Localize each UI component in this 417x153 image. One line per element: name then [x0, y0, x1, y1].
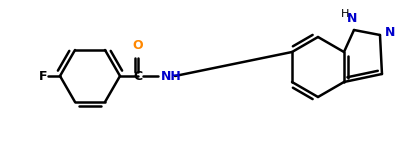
- Text: F: F: [38, 69, 47, 82]
- Text: C: C: [133, 69, 143, 82]
- Text: N: N: [347, 12, 357, 25]
- Text: N: N: [385, 26, 395, 39]
- Text: H: H: [341, 9, 349, 19]
- Text: O: O: [133, 39, 143, 52]
- Text: NH: NH: [161, 69, 182, 82]
